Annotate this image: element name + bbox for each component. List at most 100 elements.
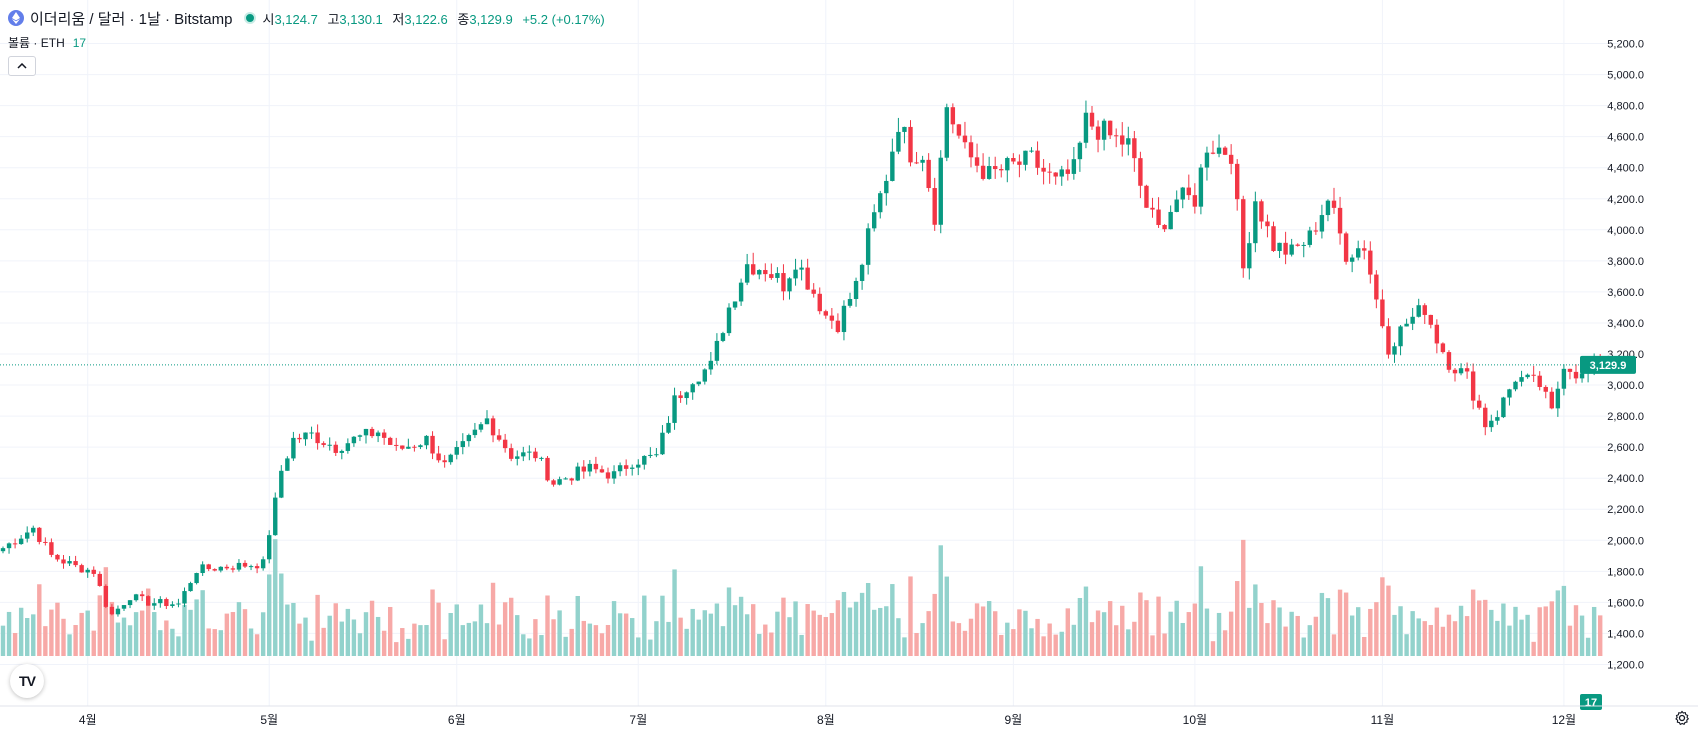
candle-body [581,466,586,472]
candle-body [412,446,417,448]
candle-body [1422,305,1427,315]
candle-body [1011,157,1016,162]
candle-body [218,566,223,571]
candle-body [726,307,732,334]
candle-body [1005,157,1010,171]
volume-bar [375,616,381,656]
volume-bar [212,629,217,656]
volume-bar [1138,592,1143,656]
volume-bar [859,592,865,656]
candle-body [744,264,750,283]
volume-bar [980,606,986,656]
candle-body [297,437,302,440]
candle-body [1428,314,1433,325]
volume-bar [1204,608,1210,656]
candle-body [303,432,308,440]
volume-bar [1089,622,1095,656]
volume-bar [993,611,998,656]
volume-bar [684,628,689,656]
candle-body [1174,199,1179,212]
volume-bar [527,638,532,656]
volume-bar [636,637,641,656]
candle-body [1307,230,1312,245]
candle-body [623,465,629,469]
price-tick-label: 1,400.0 [1607,628,1644,640]
candle-body [351,436,357,444]
candle-body [1374,274,1379,300]
volume-bar [400,628,405,656]
volume-bar [956,623,962,656]
candle-body [1186,187,1191,196]
candle-body [835,320,841,333]
candle-body [1107,120,1113,136]
volume-bar [327,615,332,656]
volume-bar [194,599,199,656]
volume-bar [103,567,109,656]
candle-body [690,384,695,393]
volume-bar [1598,615,1603,656]
volume-bar [97,595,102,656]
candle-body [442,460,447,463]
volume-bar [708,613,714,656]
volume-bar [115,622,121,656]
last-price-label: 3,129.9 [1590,360,1627,372]
candle-body [103,585,109,607]
candle-body [1210,152,1216,154]
candle-body [509,448,514,459]
volume-bar [1525,614,1530,656]
candle-body [49,542,54,555]
volume-bar [1470,589,1476,656]
volume-bar [732,605,738,656]
volume-bar [297,623,302,656]
volume-bar [1555,590,1561,656]
candle-body [490,418,496,436]
volume-bar [1120,605,1125,656]
candle-body [853,280,859,300]
candle-body [672,395,677,423]
market-status-icon [244,12,257,24]
candle-body [1271,226,1276,251]
candle-body [357,435,363,437]
volume-bar [926,611,931,656]
volume-bar [666,621,671,656]
candle-body [1579,373,1585,379]
gear-icon[interactable] [1674,710,1690,726]
volume-bar [61,618,66,656]
candle-body [1410,316,1415,324]
volume-bar [660,595,665,656]
candle-body [1495,417,1500,421]
volume-bar [133,612,139,656]
volume-bar [726,587,732,656]
volume-bar [303,617,308,656]
candle-body [478,424,484,430]
volume-bar [200,590,205,656]
volume-bar [1331,634,1337,656]
volume-bar [974,603,980,656]
volume-bar [1156,596,1161,656]
collapse-legend-button[interactable] [8,56,36,76]
volume-bar [751,604,756,656]
volume-bar [563,636,568,656]
candle-body [648,454,653,456]
candle-body [720,333,726,341]
volume-bar [872,609,877,656]
symbol-title[interactable]: 이더리움 / 달러 · 1날 · Bitstamp [30,10,233,28]
candle-body [1089,112,1095,127]
candle-body [1313,230,1319,232]
change-value: +5.2 (+0.17%) [522,11,605,27]
candle-body [738,282,744,302]
candle-body [321,443,326,445]
volume-bar [1404,634,1409,656]
volume-bar [73,625,78,656]
volume-bar [315,594,320,656]
volume-bar [847,607,853,656]
candle-body [1023,150,1028,165]
tradingview-logo[interactable]: TV [10,664,44,698]
candle-body [1513,381,1518,390]
volume-bar [1543,606,1548,656]
volume-bar [829,613,835,656]
candle-body [194,573,199,584]
price-tick-label: 2,200.0 [1607,504,1644,516]
candle-body [430,435,435,454]
